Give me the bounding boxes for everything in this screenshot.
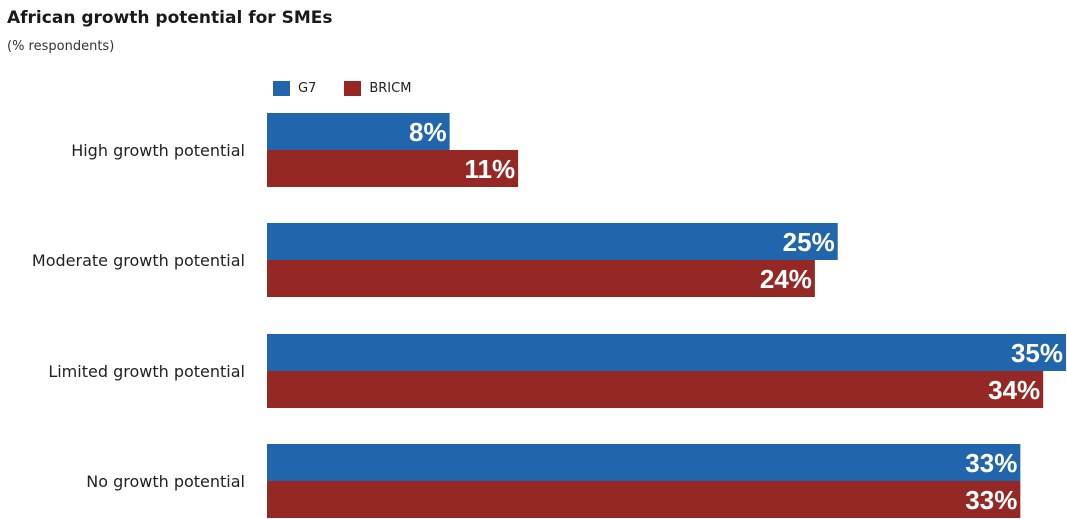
legend-label-bricm: BRICM — [369, 81, 412, 96]
legend-swatch-g7 — [273, 81, 290, 96]
data-label-g7-moderate-growth-potential: 25% — [783, 227, 835, 257]
category-label-no-growth-potential: No growth potential — [86, 472, 245, 491]
data-label-g7-limited-growth-potential: 35% — [1011, 338, 1063, 368]
category-label-high-growth-potential: High growth potential — [71, 141, 245, 160]
chart-title: African growth potential for SMEs — [7, 8, 333, 28]
bar-g7-high-growth-potential — [267, 113, 450, 150]
category-label-limited-growth-potential: Limited growth potential — [48, 362, 245, 381]
data-label-bricm-limited-growth-potential: 34% — [988, 375, 1040, 405]
bar-bricm-moderate-growth-potential — [267, 260, 815, 297]
legend-item-g7: G7 — [273, 81, 316, 96]
bar-bricm-limited-growth-potential — [267, 371, 1044, 408]
chart-subtitle: (% respondents) — [7, 39, 115, 54]
legend-item-bricm: BRICM — [344, 81, 411, 96]
data-label-bricm-no-growth-potential: 33% — [965, 485, 1017, 515]
data-label-bricm-moderate-growth-potential: 24% — [760, 264, 812, 294]
bar-g7-no-growth-potential — [267, 444, 1021, 481]
data-label-bricm-high-growth-potential: 11% — [465, 154, 516, 184]
data-label-g7-high-growth-potential: 8% — [409, 117, 447, 147]
bar-g7-moderate-growth-potential — [267, 223, 838, 260]
bar-bricm-no-growth-potential — [267, 481, 1021, 518]
data-label-g7-no-growth-potential: 33% — [965, 448, 1017, 478]
legend-label-g7: G7 — [298, 81, 317, 96]
category-label-moderate-growth-potential: Moderate growth potential — [32, 251, 245, 270]
legend-swatch-bricm — [344, 81, 362, 96]
legend: G7 BRICM — [273, 81, 439, 96]
bar-bricm-high-growth-potential — [267, 150, 519, 187]
bar-g7-limited-growth-potential — [267, 334, 1066, 371]
